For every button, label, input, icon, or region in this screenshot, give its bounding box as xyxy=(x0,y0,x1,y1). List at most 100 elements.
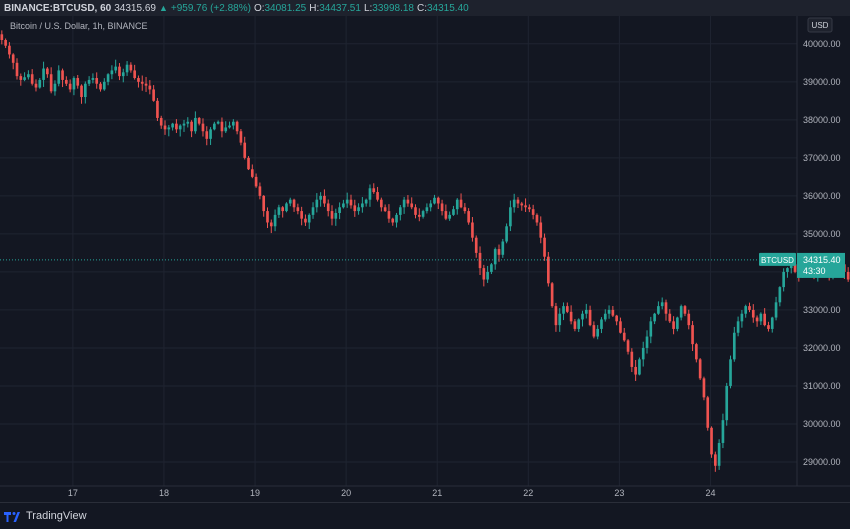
candle-body xyxy=(387,211,391,219)
candle-body xyxy=(258,186,262,196)
candle-body xyxy=(372,188,376,193)
candle-body xyxy=(436,197,440,204)
candle-body xyxy=(315,199,319,208)
candle-body xyxy=(786,268,789,272)
candle-body xyxy=(767,325,770,329)
symbol-price-tag-label: BTCUSD xyxy=(761,256,794,265)
close-value: 34315.40 xyxy=(427,2,469,14)
candle-body xyxy=(11,54,15,63)
candle-body xyxy=(706,397,710,428)
candle-body xyxy=(770,317,774,329)
candle-body xyxy=(751,309,755,318)
price-chart[interactable]: 29000.00 30000.00 31000.00 32000.00 33000.00… xyxy=(0,16,850,503)
candle-body xyxy=(224,127,228,132)
low-value: 33998.18 xyxy=(372,2,414,14)
candle-body xyxy=(338,207,341,213)
candle-body xyxy=(736,321,740,333)
candle-body xyxy=(603,313,607,320)
candle-body xyxy=(596,328,600,337)
candle-body xyxy=(512,199,516,208)
candle-body xyxy=(748,306,751,310)
candle-body xyxy=(326,203,330,212)
candle-body xyxy=(562,306,565,314)
candle-body xyxy=(114,66,118,71)
price-tick-label: 39000.00 xyxy=(803,77,841,87)
candle-body xyxy=(660,302,664,307)
price-value-box xyxy=(797,252,845,278)
candle-body xyxy=(577,319,581,329)
price-tick-label: 32000.00 xyxy=(803,343,841,353)
low-label: L: xyxy=(363,2,373,14)
candle-body xyxy=(524,205,527,208)
candle-body xyxy=(239,131,243,143)
high-value: 34437.51 xyxy=(319,2,361,14)
candle-body xyxy=(307,214,311,223)
candle-body xyxy=(102,81,106,90)
candle-body xyxy=(634,366,637,375)
price-tick-label: 30000.00 xyxy=(803,419,841,429)
candle-body xyxy=(550,283,554,307)
candle-body xyxy=(19,76,23,80)
candle-body xyxy=(539,222,543,238)
candle-body xyxy=(228,125,231,128)
candle-body xyxy=(247,157,250,170)
time-axis[interactable]: 17 18 19 20 21 22 23 24 xyxy=(68,488,716,498)
candle-body xyxy=(167,127,171,130)
candle-body xyxy=(516,199,520,204)
candle-body xyxy=(501,241,505,255)
candle-body xyxy=(175,123,178,130)
candle-body xyxy=(600,319,603,329)
candle-body xyxy=(691,325,694,345)
candle-body xyxy=(482,268,486,280)
candle-body xyxy=(732,332,736,360)
candle-body xyxy=(672,321,675,329)
candle-body xyxy=(163,125,167,130)
candle-body xyxy=(679,306,683,318)
candle-body xyxy=(171,123,174,128)
candle-body xyxy=(364,199,368,204)
candle-body xyxy=(95,78,99,84)
candle-body xyxy=(740,313,744,322)
candle-body xyxy=(474,237,478,253)
candle-body xyxy=(83,83,87,98)
tradingview-logo-icon[interactable] xyxy=(4,510,22,522)
price-value-label: 34315.40 xyxy=(803,255,841,265)
tradingview-brand[interactable]: TradingView xyxy=(26,510,87,522)
candle-body xyxy=(61,70,64,80)
candle-body xyxy=(607,309,611,314)
open-label: O: xyxy=(253,2,265,14)
candle-body xyxy=(38,79,42,88)
time-tick-label: 18 xyxy=(159,488,169,498)
currency-box[interactable] xyxy=(807,17,833,33)
candle-body xyxy=(201,123,205,132)
candle-body xyxy=(296,207,300,212)
candle-body xyxy=(554,306,558,326)
candle-body xyxy=(497,249,501,255)
candle-body xyxy=(528,207,531,210)
candle-body xyxy=(4,40,7,46)
candle-body xyxy=(277,207,281,215)
candle-body xyxy=(535,214,539,223)
symbol-header: BINANCE:BTCUSD, 60 34315.69 ▲ +959.76 (+… xyxy=(0,0,850,16)
symbol-title[interactable]: BINANCE:BTCUSD, 60 xyxy=(4,2,112,14)
candle-body xyxy=(281,207,284,212)
candle-body xyxy=(30,74,34,84)
candle-body xyxy=(235,121,239,132)
last-price: 34315.69 xyxy=(114,2,156,14)
candle-body xyxy=(615,315,618,322)
candle-body xyxy=(626,340,630,352)
candle-body xyxy=(778,287,782,303)
candle-body xyxy=(205,131,209,139)
candle-body xyxy=(23,77,26,80)
candle-body xyxy=(72,78,76,90)
time-tick-label: 20 xyxy=(341,488,351,498)
price-tick-label: 33000.00 xyxy=(803,305,841,315)
candle-body xyxy=(547,256,550,284)
candle-body xyxy=(687,313,691,326)
time-tick-label: 19 xyxy=(250,488,260,498)
up-arrow-icon: ▲ xyxy=(158,3,168,13)
candle-body xyxy=(353,205,357,212)
candle-body xyxy=(649,321,653,337)
candle-body xyxy=(455,199,459,210)
candle-body xyxy=(391,218,395,223)
